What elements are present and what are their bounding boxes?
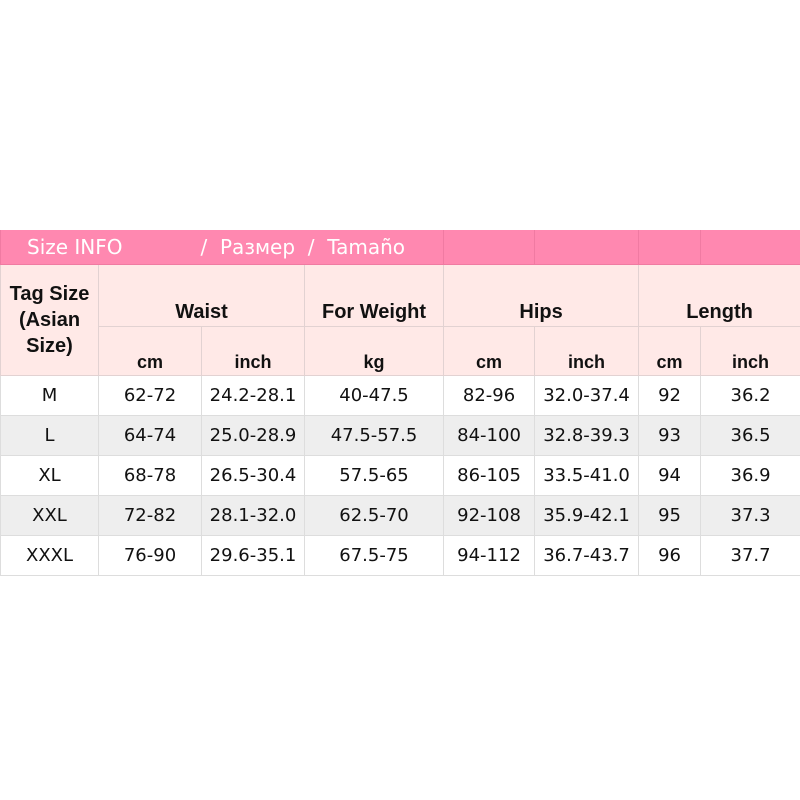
- table-cell: 32.0-37.4: [534, 375, 640, 416]
- size-chart-table: Size INFO / Размер / Tamaño Tag Size (Asi…: [0, 230, 800, 576]
- table-cell: 72-82: [98, 495, 202, 536]
- table-cell: 37.3: [700, 495, 800, 536]
- table-cell: 35.9-42.1: [534, 495, 640, 536]
- table-row: XXXL 76-90 29.6-35.1 67.5-75 94-112 36.7-43.7…: [0, 535, 800, 576]
- table-cell: 29.6-35.1: [201, 535, 305, 576]
- table-cell: 82-96: [443, 375, 536, 416]
- table-cell: 36.2: [700, 375, 800, 416]
- table-cell: 36.9: [700, 455, 800, 496]
- table-cell: 93: [638, 415, 702, 456]
- table-cell: 25.0-28.9: [201, 415, 305, 456]
- table-cell: 26.5-30.4: [201, 455, 305, 496]
- table-row: L 64-74 25.0-28.9 47.5-57.5 84-100 32.8-39.3 9…: [0, 415, 800, 456]
- table-cell: 24.2-28.1: [201, 375, 305, 416]
- table-cell: 36.7-43.7: [534, 535, 640, 576]
- unit-header: inch: [534, 326, 640, 376]
- table-cell: 86-105: [443, 455, 536, 496]
- table-cell: 67.5-75: [303, 535, 445, 576]
- header-row-groups: Tag Size (Asian Size) Waist For Weight H…: [0, 264, 800, 376]
- hips-header: Hips: [443, 264, 640, 327]
- tag-size-cell: XXXL: [0, 535, 99, 576]
- tag-size-header: Tag Size (Asian Size): [0, 264, 99, 376]
- weight-header: For Weight: [303, 264, 445, 327]
- table-cell: 94-112: [443, 535, 536, 576]
- table-cell: 57.5-65: [303, 455, 445, 496]
- table-row: XXL 72-82 28.1-32.0 62.5-70 92-108 35.9-42.1 9…: [0, 495, 800, 536]
- unit-header: inch: [201, 326, 305, 376]
- header-row-units: cm inch kg cm inch cm inch: [1, 326, 800, 376]
- table-cell: 92-108: [443, 495, 536, 536]
- table-cell: 76-90: [98, 535, 202, 576]
- title-row: Size INFO / Размер / Tamaño: [0, 230, 800, 265]
- unit-header: kg: [303, 326, 445, 376]
- tag-size-cell: M: [0, 375, 99, 416]
- table-cell: 94: [638, 455, 702, 496]
- tag-size-cell: XL: [0, 455, 99, 496]
- length-header: Length: [638, 264, 800, 327]
- unit-header: cm: [638, 326, 702, 376]
- table-cell: 36.5: [700, 415, 800, 456]
- table-cell: 47.5-57.5: [303, 415, 445, 456]
- table-cell: 92: [638, 375, 702, 416]
- table-row: M 62-72 24.2-28.1 40-47.5 82-96 32.0-37.4 92 36…: [0, 375, 800, 416]
- table-cell: 40-47.5: [303, 375, 445, 416]
- table-cell: 84-100: [443, 415, 536, 456]
- tag-size-cell: L: [0, 415, 99, 456]
- unit-header: cm: [98, 326, 202, 376]
- table-cell: 96: [638, 535, 702, 576]
- unit-header: inch: [700, 326, 800, 376]
- table-cell: 33.5-41.0: [534, 455, 640, 496]
- table-cell: 62.5-70: [303, 495, 445, 536]
- unit-header: cm: [443, 326, 536, 376]
- table-cell: 64-74: [98, 415, 202, 456]
- size-info-title: Size INFO / Размер / Tamaño: [0, 230, 444, 265]
- table-cell: 37.7: [700, 535, 800, 576]
- table-cell: 62-72: [98, 375, 202, 416]
- table-cell: 95: [638, 495, 702, 536]
- waist-header: Waist: [98, 264, 305, 327]
- tag-size-cell: XXL: [0, 495, 99, 536]
- table-cell: 32.8-39.3: [534, 415, 640, 456]
- table-cell: 68-78: [98, 455, 202, 496]
- table-row: XL 68-78 26.5-30.4 57.5-65 86-105 33.5-41.0 94…: [0, 455, 800, 496]
- table-body: M 62-72 24.2-28.1 40-47.5 82-96 32.0-37.4 92 36…: [0, 375, 800, 576]
- table-cell: 28.1-32.0: [201, 495, 305, 536]
